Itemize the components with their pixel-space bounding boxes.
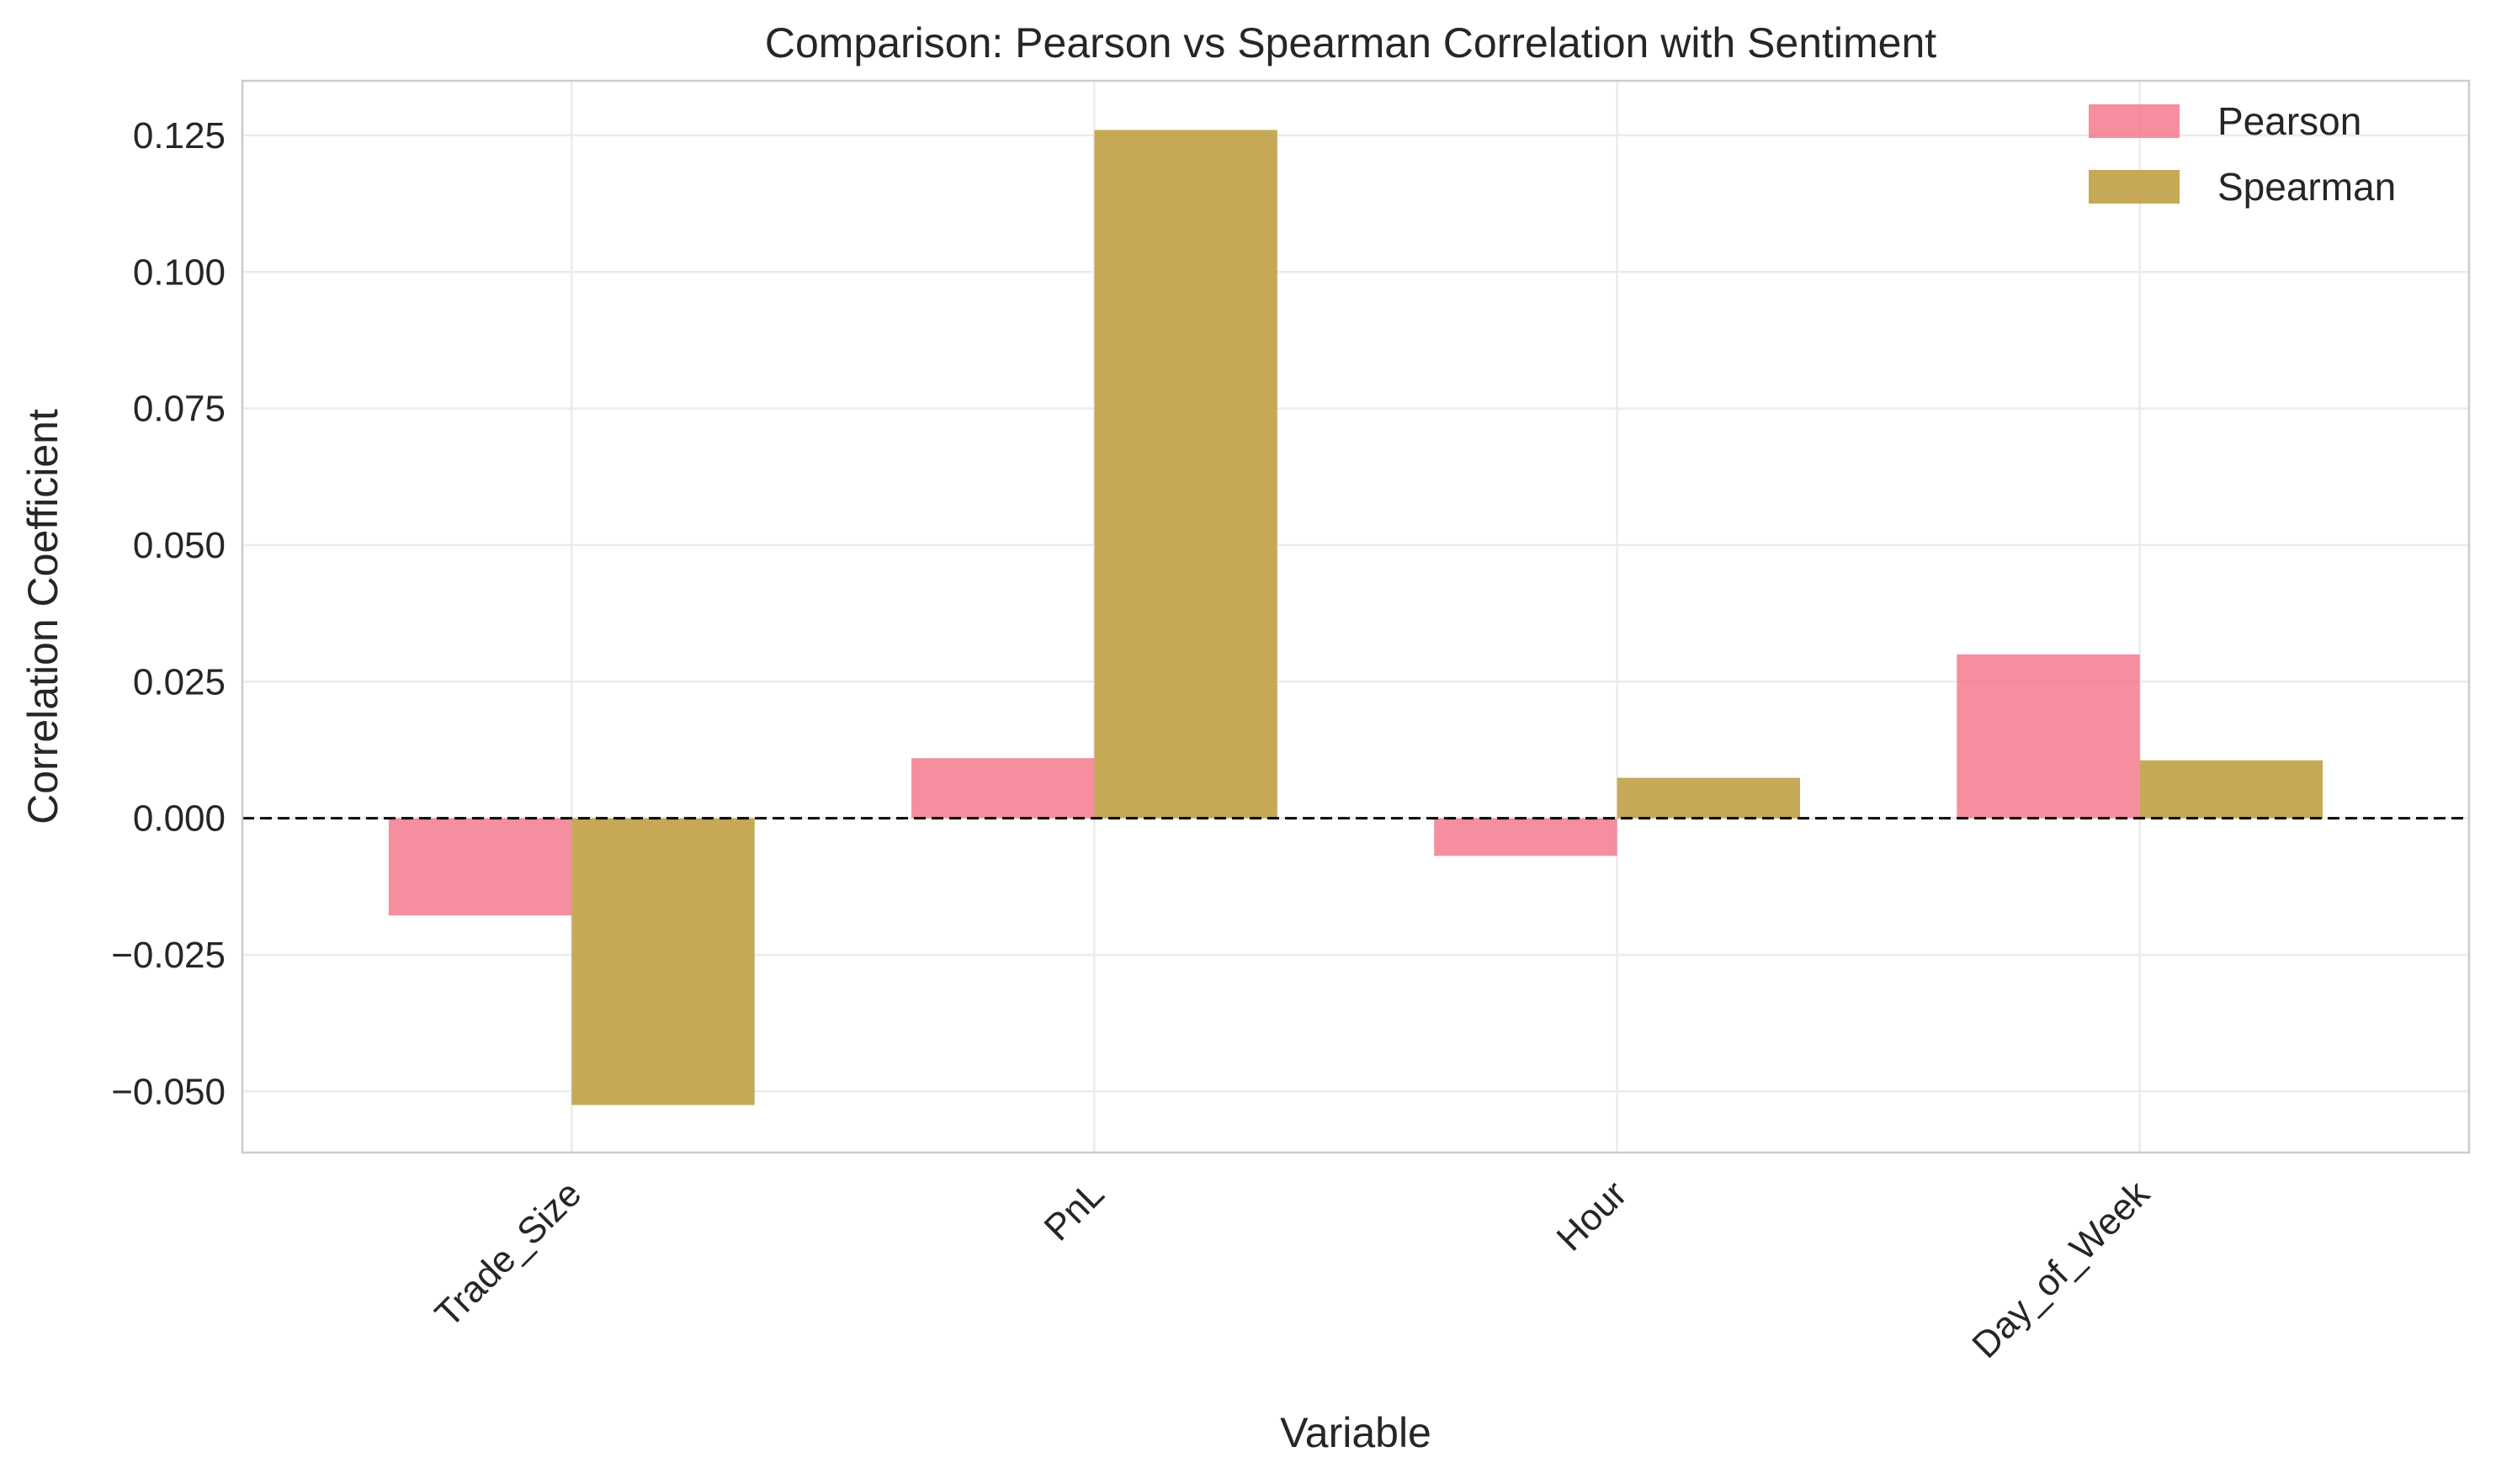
y-axis-title: Correlation Coefficient <box>19 409 66 824</box>
bar-pearson-day-of-week <box>1957 654 2140 819</box>
plot-area-frame <box>241 79 2471 1154</box>
y-tick-label: 0.050 <box>133 525 226 566</box>
legend-swatch-spearman <box>2089 170 2180 204</box>
y-tick-label: −0.050 <box>111 1071 226 1112</box>
bar-spearman-pnl <box>1094 130 1277 819</box>
y-tick-label: −0.025 <box>111 935 226 976</box>
legend-swatch-pearson <box>2089 104 2180 138</box>
x-tick-label: Trade_Size <box>428 1173 590 1335</box>
x-axis-title: Variable <box>1280 1409 1431 1456</box>
legend-label-spearman: Spearman <box>2217 165 2396 209</box>
y-tick-label: 0.025 <box>133 661 226 702</box>
x-tick-label: Hour <box>1549 1173 1635 1259</box>
x-axis-ticks: Trade_Size PnL Hour Day_of_Week <box>428 1173 2159 1366</box>
bar-pearson-pnl <box>911 758 1095 819</box>
y-tick-label: 0.125 <box>133 115 226 156</box>
bar-spearman-trade-size <box>571 818 755 1105</box>
chart-title: Comparison: Pearson vs Spearman Correlat… <box>765 19 1936 66</box>
legend: Pearson Spearman <box>2089 99 2396 209</box>
x-tick-label: Day_of_Week <box>1964 1173 2158 1366</box>
bars <box>388 130 2323 1105</box>
bar-pearson-hour <box>1434 818 1617 856</box>
x-tick-label: PnL <box>1036 1173 1112 1248</box>
bar-spearman-hour <box>1617 777 1800 819</box>
bar-spearman-day-of-week <box>2139 760 2323 819</box>
legend-label-pearson: Pearson <box>2217 99 2361 143</box>
bar-pearson-trade-size <box>388 818 572 916</box>
y-tick-label: 0.000 <box>133 798 226 840</box>
y-axis-ticks: −0.050 −0.025 0.000 0.025 0.050 0.075 0.100 0.1… <box>111 115 226 1112</box>
y-tick-label: 0.100 <box>133 252 226 293</box>
y-tick-label: 0.075 <box>133 389 226 430</box>
